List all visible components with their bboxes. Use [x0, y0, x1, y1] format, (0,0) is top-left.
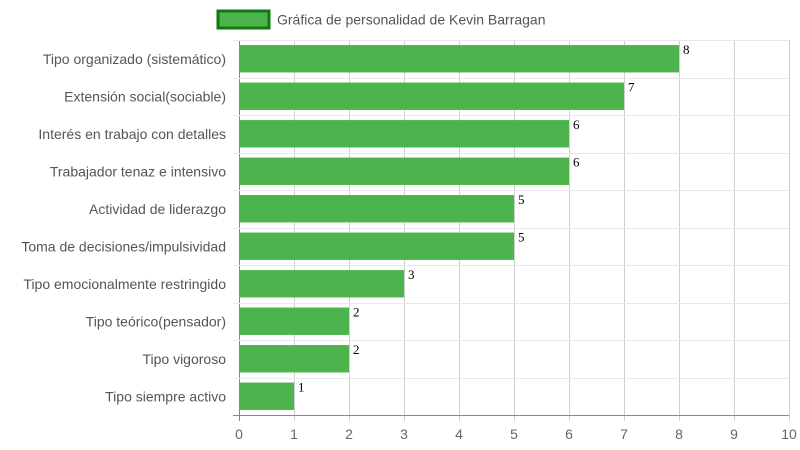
data-label: 6 [573, 117, 580, 132]
legend-swatch [216, 9, 271, 30]
legend-label: Gráfica de personalidad de Kevin Barraga… [277, 12, 546, 28]
category-label: Tipo siempre activo [105, 388, 226, 404]
bar[interactable] [239, 120, 569, 148]
x-tick-label: 10 [781, 426, 797, 442]
category-label: Actividad de liderazgo [89, 201, 226, 217]
legend[interactable]: Gráfica de personalidad de Kevin Barraga… [216, 9, 546, 30]
category-label: Interés en trabajo con detalles [38, 126, 226, 142]
category-label: Toma de decisiones/impulsividad [21, 238, 226, 254]
bar[interactable] [239, 45, 679, 73]
bar[interactable] [239, 307, 349, 335]
x-tick-label: 9 [730, 426, 738, 442]
category-label: Tipo organizado (sistemático) [43, 51, 226, 67]
category-label: Tipo teórico(pensador) [86, 313, 226, 329]
category-label: Tipo emocionalmente restringido [23, 276, 226, 292]
data-label: 5 [518, 192, 525, 207]
x-tick-label: 2 [345, 426, 353, 442]
x-tick-label: 1 [290, 426, 298, 442]
bar[interactable] [239, 232, 514, 260]
category-label: Tipo vigoroso [142, 351, 226, 367]
data-label: 2 [353, 342, 360, 357]
category-label: Extensión social(sociable) [64, 88, 226, 104]
x-tick-label: 5 [510, 426, 518, 442]
bar[interactable] [239, 345, 349, 373]
bar[interactable] [239, 382, 294, 410]
data-label: 5 [518, 230, 525, 245]
x-tick-label: 3 [400, 426, 408, 442]
bars: 8 7 6 6 5 5 3 2 2 1 [239, 42, 690, 410]
bar[interactable] [239, 82, 624, 110]
data-label: 3 [408, 267, 415, 282]
bar[interactable] [239, 270, 404, 298]
data-label: 2 [353, 305, 360, 320]
bar[interactable] [239, 195, 514, 223]
data-label: 7 [628, 80, 635, 95]
x-tick-label: 7 [620, 426, 628, 442]
category-labels: Tipo organizado (sistemático) Extensión s… [21, 51, 226, 405]
category-label: Trabajador tenaz e intensivo [50, 163, 226, 179]
x-tick-label: 8 [675, 426, 683, 442]
x-tick-label: 0 [235, 426, 243, 442]
data-label: 8 [683, 42, 690, 57]
x-axis-ticks: 0 1 2 3 4 5 6 7 8 9 10 [235, 426, 797, 442]
bar[interactable] [239, 157, 569, 185]
x-tick-label: 4 [455, 426, 463, 442]
data-label: 6 [573, 155, 580, 170]
data-label: 1 [298, 380, 305, 395]
x-tick-label: 6 [565, 426, 573, 442]
